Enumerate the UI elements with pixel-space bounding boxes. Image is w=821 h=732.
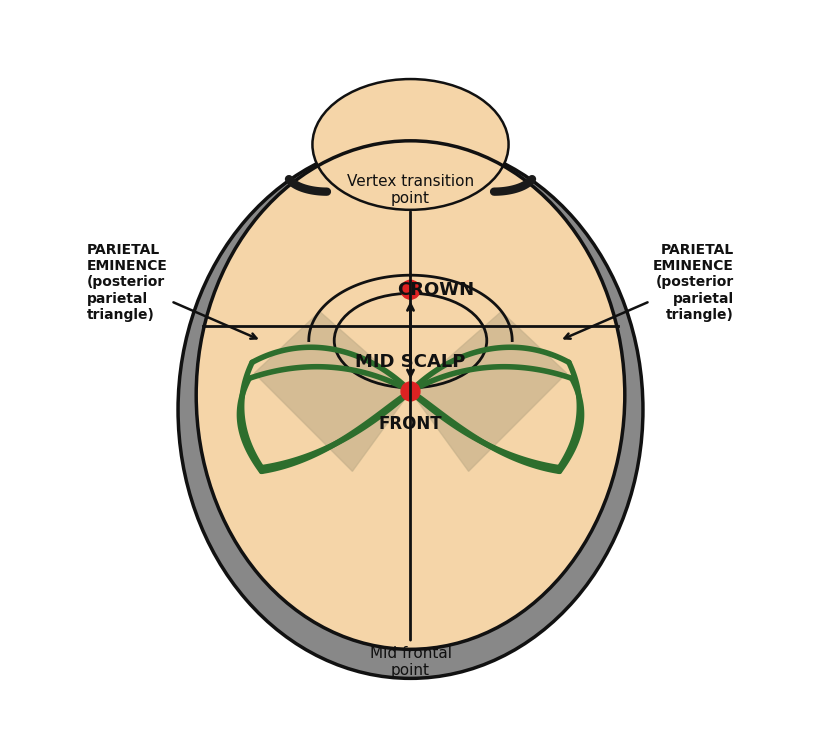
Text: Vertex transition
point: Vertex transition point — [347, 173, 474, 376]
Ellipse shape — [178, 141, 643, 679]
Polygon shape — [410, 312, 566, 471]
Ellipse shape — [196, 141, 625, 649]
Circle shape — [401, 280, 420, 299]
Text: Mid frontal
point: Mid frontal point — [369, 305, 452, 678]
Text: PARIETAL
EMINENCE
(posterior
parietal
triangle): PARIETAL EMINENCE (posterior parietal tr… — [87, 243, 256, 339]
Circle shape — [401, 382, 420, 401]
Text: CROWN: CROWN — [397, 281, 475, 299]
Text: MID SCALP: MID SCALP — [355, 354, 466, 371]
Ellipse shape — [313, 79, 508, 210]
Text: FRONT: FRONT — [378, 415, 443, 433]
Polygon shape — [255, 312, 410, 471]
Text: PARIETAL
EMINENCE
(posterior
parietal
triangle): PARIETAL EMINENCE (posterior parietal tr… — [565, 243, 734, 339]
